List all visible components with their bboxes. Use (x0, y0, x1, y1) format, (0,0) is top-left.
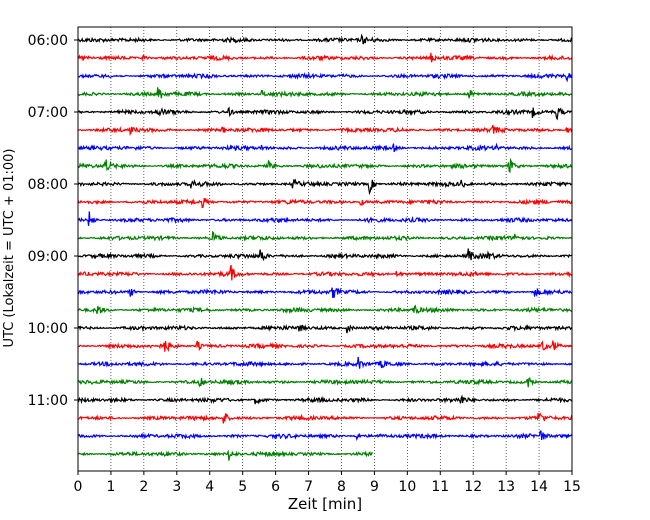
x-tick-label: 11 (431, 479, 449, 495)
seismic-trace (77, 377, 573, 388)
y-axis-ticks: 06:00 07:00 08:00 09:00 10:00 11:00 (28, 33, 78, 409)
x-tick-label: 0 (74, 479, 83, 495)
plot-frame (77, 26, 573, 472)
trace-area (77, 33, 573, 461)
x-tick-label: 8 (337, 479, 346, 495)
y-tick-label: 09:00 (28, 249, 68, 265)
seismic-trace (77, 412, 573, 424)
seismic-trace (77, 71, 573, 83)
x-axis-ticks: 0 1 2 3 4 5 6 7 8 9 10 11 12 13 14 15 (74, 471, 581, 495)
x-tick-label: 5 (238, 479, 247, 495)
x-tick-label: 10 (398, 479, 416, 495)
seismic-trace (77, 248, 573, 262)
x-tick-label: 4 (205, 479, 214, 495)
seismic-trace (77, 430, 573, 442)
seismic-trace (77, 287, 573, 298)
seismic-trace (77, 211, 573, 226)
seismic-trace (77, 52, 573, 63)
seismic-trace (77, 323, 573, 334)
seismic-trace (77, 157, 572, 174)
y-tick-label: 08:00 (28, 177, 68, 193)
y-tick-label: 11:00 (28, 393, 68, 409)
x-tick-label: 6 (271, 479, 280, 495)
seismic-trace (77, 197, 573, 209)
x-tick-label: 13 (497, 479, 515, 495)
seismic-trace (78, 304, 573, 315)
x-tick-label: 1 (106, 479, 115, 495)
seismic-trace (77, 124, 573, 137)
vertical-grid (110, 27, 540, 471)
seismic-trace (77, 230, 573, 242)
seismic-trace (77, 178, 573, 196)
seismic-trace (77, 264, 573, 281)
y-tick-label: 07:00 (28, 105, 68, 121)
seismic-trace (77, 87, 573, 99)
y-tick-label: 10:00 (28, 321, 68, 337)
seismic-trace (77, 394, 573, 405)
x-tick-label: 2 (139, 479, 148, 495)
x-tick-label: 15 (563, 479, 581, 495)
y-tick-label: 06:00 (28, 33, 68, 49)
seismic-trace (77, 340, 573, 353)
x-axis-title: Zeit [min] (288, 495, 362, 513)
seismic-trace (77, 142, 573, 153)
x-tick-label: 14 (530, 479, 548, 495)
x-tick-label: 9 (370, 479, 379, 495)
x-tick-label: 3 (172, 479, 181, 495)
seismic-trace (77, 106, 573, 121)
seismic-trace (77, 33, 573, 45)
x-tick-label: 12 (464, 479, 482, 495)
seismic-trace (77, 356, 573, 369)
y-axis-title: UTC (Lokalzeit = UTC + 01:00) (2, 149, 17, 348)
x-tick-label: 7 (304, 479, 313, 495)
seismic-trace (77, 449, 374, 461)
